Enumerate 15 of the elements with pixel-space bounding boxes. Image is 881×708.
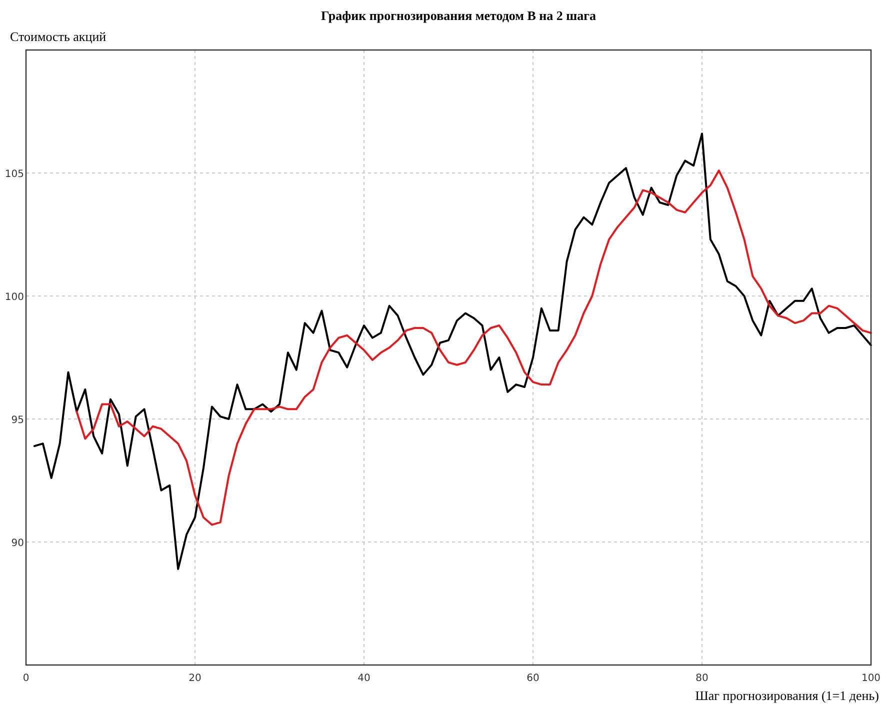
- y-tick-label: 90: [11, 538, 24, 549]
- x-tick-label: 80: [696, 673, 708, 684]
- line-series: [33, 132, 872, 570]
- x-tick-label: 0: [22, 673, 30, 684]
- x-tick-label: 20: [188, 673, 202, 684]
- y-axis-title: Стоимость акций: [10, 29, 106, 44]
- y-tick-label: 100: [4, 292, 24, 303]
- x-tick-label: 40: [358, 673, 370, 684]
- x-tick-label: 100: [861, 673, 881, 684]
- x-axis-title: Шаг прогнозирования (1=1 день): [695, 688, 879, 703]
- y-tick-label: 95: [11, 415, 24, 426]
- line-series: [76, 170, 872, 526]
- chart-title: График прогнозирования методом В на 2 шага: [320, 8, 597, 23]
- y-tick-label: 105: [4, 169, 24, 180]
- x-tick-label: 60: [526, 673, 540, 684]
